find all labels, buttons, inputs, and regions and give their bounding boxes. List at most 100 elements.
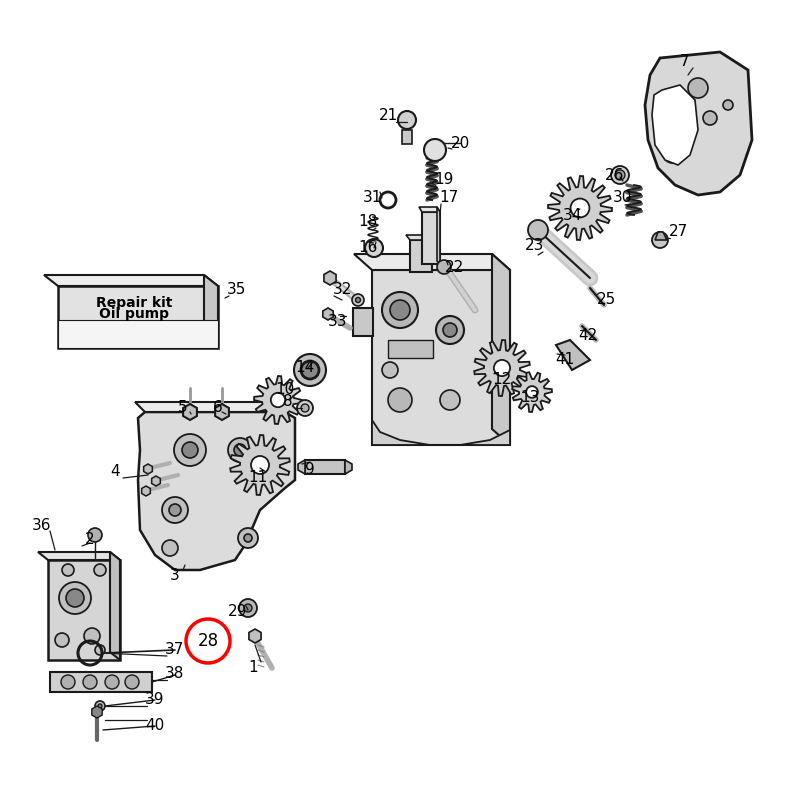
Polygon shape: [44, 275, 218, 286]
Bar: [410, 240, 432, 272]
Circle shape: [234, 444, 246, 456]
Text: 39: 39: [146, 693, 165, 707]
Circle shape: [352, 294, 364, 306]
Text: 36: 36: [32, 518, 52, 533]
Polygon shape: [110, 552, 120, 660]
Text: 31: 31: [362, 190, 382, 206]
Circle shape: [440, 390, 460, 410]
Text: 26: 26: [606, 167, 625, 182]
Polygon shape: [324, 271, 336, 285]
Circle shape: [251, 456, 269, 474]
Text: 42: 42: [578, 329, 598, 343]
Polygon shape: [230, 435, 290, 495]
Text: 19: 19: [434, 173, 454, 187]
Circle shape: [95, 701, 105, 711]
Circle shape: [652, 232, 668, 248]
Text: 11: 11: [248, 470, 268, 486]
Circle shape: [526, 386, 538, 398]
Polygon shape: [142, 486, 150, 496]
Bar: [353, 308, 373, 336]
Circle shape: [125, 675, 139, 689]
Circle shape: [59, 582, 91, 614]
Text: 8: 8: [283, 394, 293, 410]
Text: 14: 14: [295, 361, 314, 375]
Text: 33: 33: [328, 314, 348, 330]
Text: 41: 41: [555, 353, 574, 367]
Circle shape: [244, 534, 252, 542]
Polygon shape: [215, 404, 229, 420]
Polygon shape: [437, 207, 440, 264]
Text: 35: 35: [227, 282, 246, 298]
Polygon shape: [512, 372, 552, 412]
Text: 18: 18: [358, 214, 378, 230]
Circle shape: [105, 675, 119, 689]
Bar: [388, 340, 433, 358]
Polygon shape: [323, 308, 333, 320]
Polygon shape: [645, 52, 752, 195]
Circle shape: [494, 360, 510, 376]
Text: 2: 2: [85, 533, 95, 547]
Circle shape: [615, 170, 625, 180]
Polygon shape: [144, 464, 152, 474]
Circle shape: [66, 589, 84, 607]
Text: 7: 7: [680, 54, 690, 70]
Polygon shape: [474, 340, 530, 396]
Circle shape: [664, 147, 680, 163]
Polygon shape: [48, 560, 120, 660]
Circle shape: [382, 362, 398, 378]
Circle shape: [294, 354, 326, 386]
Circle shape: [270, 393, 286, 407]
Bar: [422, 212, 440, 264]
Text: 16: 16: [358, 241, 378, 255]
Text: 23: 23: [526, 238, 545, 254]
Text: 17: 17: [439, 190, 458, 206]
Polygon shape: [556, 340, 590, 370]
Text: 10: 10: [275, 382, 294, 398]
Circle shape: [301, 404, 309, 412]
Text: 27: 27: [668, 225, 688, 239]
Text: Repair kit: Repair kit: [96, 296, 172, 310]
Circle shape: [443, 323, 457, 337]
Text: 9: 9: [305, 462, 315, 478]
Polygon shape: [38, 552, 120, 560]
Text: 32: 32: [332, 282, 352, 298]
Polygon shape: [204, 275, 218, 348]
Polygon shape: [655, 232, 667, 240]
Circle shape: [723, 100, 733, 110]
Circle shape: [84, 628, 100, 644]
Circle shape: [688, 78, 708, 98]
Circle shape: [88, 528, 102, 542]
Text: Oil pump: Oil pump: [99, 307, 169, 321]
Text: 22: 22: [446, 261, 465, 275]
Circle shape: [239, 599, 257, 617]
Polygon shape: [92, 706, 102, 718]
Circle shape: [297, 400, 313, 416]
Polygon shape: [652, 85, 698, 165]
Text: 30: 30: [614, 190, 633, 206]
Text: 37: 37: [166, 642, 185, 658]
Text: 12: 12: [492, 373, 512, 387]
Circle shape: [55, 633, 69, 647]
Text: 25: 25: [596, 293, 616, 307]
Polygon shape: [183, 404, 197, 420]
Polygon shape: [135, 402, 285, 412]
Bar: [402, 130, 412, 144]
Text: 5: 5: [178, 401, 188, 415]
Circle shape: [238, 528, 258, 548]
Circle shape: [162, 497, 188, 523]
Circle shape: [436, 316, 464, 344]
Text: 40: 40: [146, 718, 165, 734]
Text: 29: 29: [228, 605, 248, 619]
Polygon shape: [372, 270, 510, 445]
Circle shape: [301, 361, 319, 379]
Circle shape: [355, 298, 361, 302]
Circle shape: [228, 438, 252, 462]
Text: 1: 1: [248, 661, 258, 675]
Text: 13: 13: [520, 390, 540, 406]
Circle shape: [388, 388, 412, 412]
Polygon shape: [406, 235, 432, 240]
Circle shape: [62, 564, 74, 576]
Text: 21: 21: [378, 109, 398, 123]
Polygon shape: [548, 176, 612, 240]
Polygon shape: [298, 460, 305, 474]
